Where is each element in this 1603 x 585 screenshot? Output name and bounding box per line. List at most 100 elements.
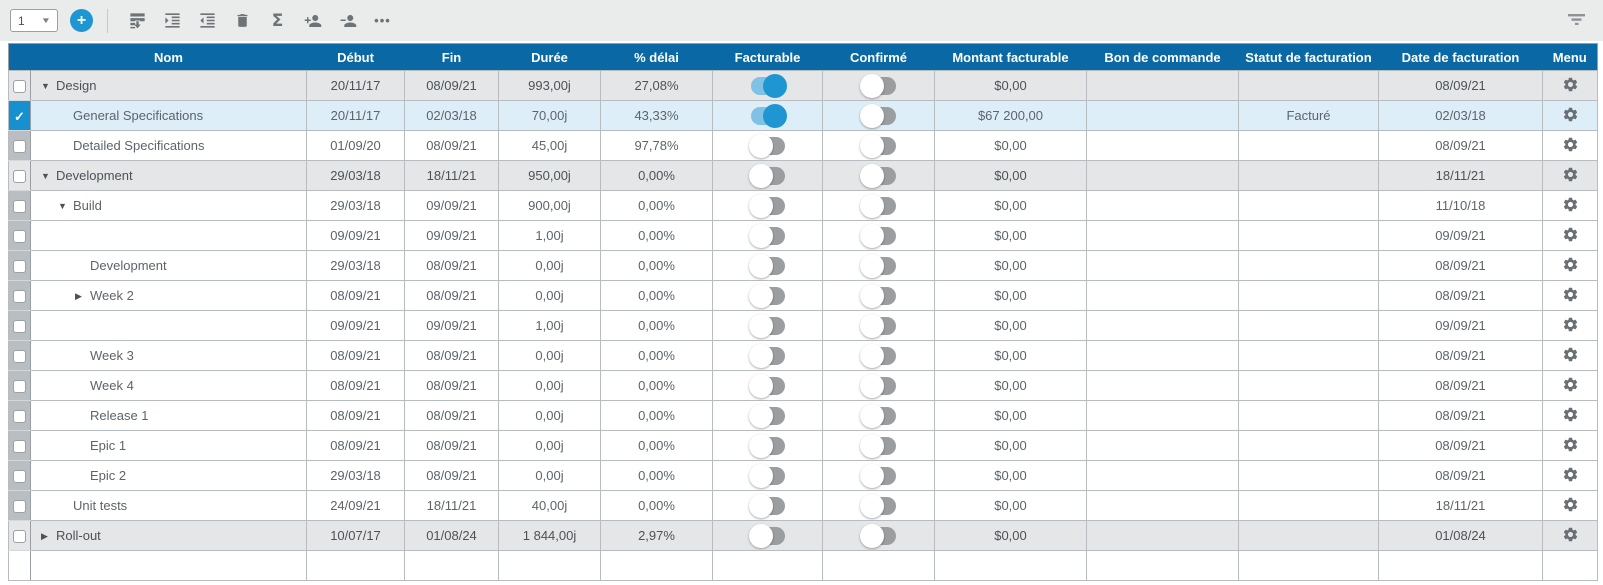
confirmed-toggle[interactable] [859, 163, 896, 188]
start-date-cell[interactable]: 29/03/18 [306, 460, 405, 491]
billable-toggle[interactable] [748, 253, 785, 278]
status-cell[interactable] [1238, 490, 1379, 521]
billable-toggle[interactable] [748, 373, 785, 398]
row-checkbox[interactable] [13, 410, 26, 424]
amount-cell[interactable]: $0,00 [934, 220, 1087, 251]
billable-toggle[interactable] [748, 313, 785, 338]
task-name-cell[interactable] [30, 550, 307, 581]
expand-arrow-icon[interactable]: ▼ [58, 201, 67, 212]
billing-date-cell[interactable]: 09/09/21 [1378, 220, 1543, 251]
row-checkbox[interactable] [13, 200, 26, 214]
start-date-cell[interactable]: 08/09/21 [306, 400, 405, 431]
duration-cell[interactable]: 993,00j [498, 70, 601, 101]
gear-icon[interactable] [1562, 346, 1579, 363]
task-name-cell[interactable] [30, 220, 307, 251]
duration-cell[interactable]: 40,00j [498, 490, 601, 521]
row-checkbox-cell[interactable] [8, 160, 31, 191]
confirmed-toggle[interactable] [859, 73, 896, 98]
confirmed-toggle[interactable] [859, 313, 896, 338]
row-checkbox-cell[interactable] [8, 370, 31, 401]
row-checkbox[interactable] [13, 320, 26, 334]
end-date-cell[interactable]: 08/09/21 [404, 250, 499, 281]
expand-arrow-icon[interactable]: ▼ [41, 81, 50, 92]
delay-cell[interactable]: 0,00% [600, 160, 713, 191]
row-checkbox-cell[interactable] [8, 310, 31, 341]
po-cell[interactable] [1086, 340, 1239, 371]
billing-date-cell[interactable]: 08/09/21 [1378, 370, 1543, 401]
billable-toggle[interactable] [748, 403, 785, 428]
status-cell[interactable] [1238, 220, 1379, 251]
row-checkbox[interactable] [13, 140, 26, 154]
status-cell[interactable] [1238, 280, 1379, 311]
row-checkbox[interactable] [13, 80, 26, 94]
billable-toggle[interactable] [748, 433, 785, 458]
duration-cell[interactable]: 1 844,00j [498, 520, 601, 551]
filter-icon[interactable] [1567, 13, 1587, 29]
start-date-cell[interactable]: 29/03/18 [306, 160, 405, 191]
delay-cell[interactable]: 0,00% [600, 430, 713, 461]
gear-icon[interactable] [1562, 526, 1579, 543]
row-checkbox-cell[interactable]: ✓ [8, 100, 31, 131]
start-date-cell[interactable]: 09/09/21 [306, 220, 405, 251]
delay-cell[interactable]: 0,00% [600, 280, 713, 311]
more-icon[interactable]: ••• [365, 7, 400, 35]
start-date-cell[interactable]: 08/09/21 [306, 280, 405, 311]
billing-date-cell[interactable]: 11/10/18 [1378, 190, 1543, 221]
duration-cell[interactable]: 0,00j [498, 430, 601, 461]
po-cell[interactable] [1086, 280, 1239, 311]
confirmed-toggle[interactable] [859, 103, 896, 128]
duration-cell[interactable]: 900,00j [498, 190, 601, 221]
expand-arrow-icon[interactable]: ▶ [75, 290, 82, 301]
confirmed-toggle[interactable] [859, 223, 896, 248]
po-cell[interactable] [1086, 310, 1239, 341]
delay-cell[interactable]: 0,00% [600, 310, 713, 341]
end-date-cell[interactable]: 08/09/21 [404, 70, 499, 101]
row-checkbox-cell[interactable] [8, 280, 31, 311]
task-name-cell[interactable]: ▶ Roll-out [30, 520, 307, 551]
column-header-debut[interactable]: Début [306, 43, 405, 71]
row-checkbox[interactable] [13, 470, 26, 484]
row-checkbox-cell[interactable] [8, 520, 31, 551]
column-header-date_facturation[interactable]: Date de facturation [1378, 43, 1543, 71]
gear-icon[interactable] [1562, 136, 1579, 153]
row-count-select[interactable]: 1 ▼ [10, 9, 58, 32]
column-header-statut[interactable]: Statut de facturation [1238, 43, 1379, 71]
delay-cell[interactable]: 0,00% [600, 190, 713, 221]
po-cell[interactable] [1086, 430, 1239, 461]
remove-user-icon[interactable] [330, 7, 365, 35]
column-header-montant[interactable]: Montant facturable [934, 43, 1087, 71]
sum-icon[interactable]: Σ [260, 7, 295, 35]
column-header-delai[interactable]: % délai [600, 43, 713, 71]
billing-date-cell[interactable]: 01/08/24 [1378, 520, 1543, 551]
status-cell[interactable] [1238, 370, 1379, 401]
task-name-cell[interactable]: General Specifications [30, 100, 307, 131]
end-date-cell[interactable]: 08/09/21 [404, 370, 499, 401]
delay-cell[interactable]: 0,00% [600, 370, 713, 401]
status-cell[interactable] [1238, 520, 1379, 551]
expand-arrow-icon[interactable]: ▼ [41, 171, 50, 182]
billing-date-cell[interactable]: 08/09/21 [1378, 130, 1543, 161]
amount-cell[interactable]: $0,00 [934, 400, 1087, 431]
amount-cell[interactable]: $0,00 [934, 280, 1087, 311]
column-header-fin[interactable]: Fin [404, 43, 499, 71]
gear-icon[interactable] [1562, 76, 1579, 93]
start-date-cell[interactable]: 29/03/18 [306, 250, 405, 281]
billable-toggle[interactable] [748, 463, 785, 488]
billable-toggle[interactable] [748, 283, 785, 308]
start-date-cell[interactable]: 24/09/21 [306, 490, 405, 521]
column-header-duree[interactable]: Durée [498, 43, 601, 71]
confirmed-toggle[interactable] [859, 493, 896, 518]
duration-cell[interactable]: 0,00j [498, 400, 601, 431]
task-name-cell[interactable]: ▶ Week 2 [30, 280, 307, 311]
gear-icon[interactable] [1562, 496, 1579, 513]
end-date-cell[interactable]: 08/09/21 [404, 130, 499, 161]
billing-date-cell[interactable]: 08/09/21 [1378, 70, 1543, 101]
start-date-cell[interactable]: 08/09/21 [306, 430, 405, 461]
confirmed-toggle[interactable] [859, 523, 896, 548]
delay-cell[interactable]: 0,00% [600, 490, 713, 521]
po-cell[interactable] [1086, 130, 1239, 161]
status-cell[interactable] [1238, 340, 1379, 371]
row-checkbox-cell[interactable] [8, 70, 31, 101]
gear-icon[interactable] [1562, 256, 1579, 273]
row-checkbox-cell[interactable] [8, 400, 31, 431]
